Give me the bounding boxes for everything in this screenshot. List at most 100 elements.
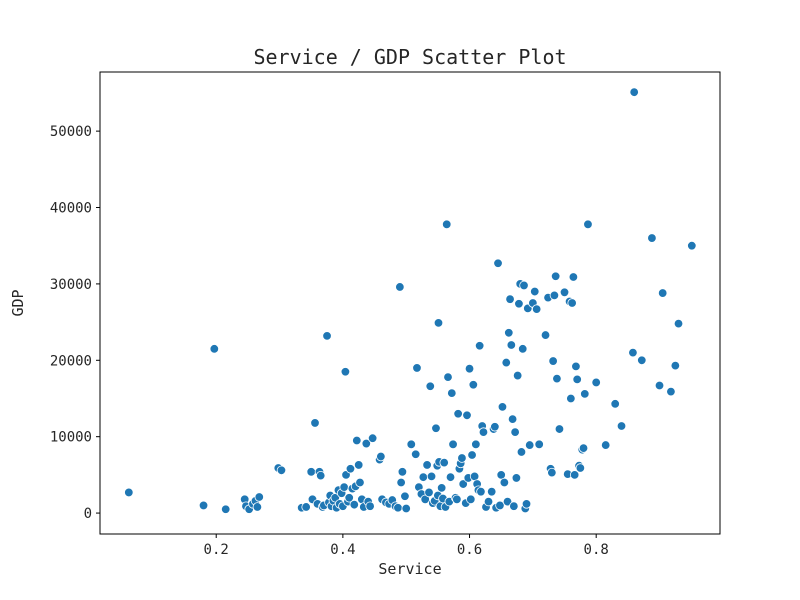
scatter-point: [578, 443, 589, 453]
scatter-point: [401, 503, 411, 514]
plot-frame: [99, 71, 721, 535]
scatter-point: [367, 433, 378, 443]
scatter-point: [467, 450, 477, 460]
scatter-point: [425, 381, 435, 391]
scatter-point: [550, 271, 561, 281]
y-tick-label: 0: [84, 506, 92, 522]
scatter-point: [629, 87, 639, 97]
scatter-point: [547, 467, 557, 478]
scatter-point: [504, 328, 514, 338]
scatter-point: [507, 414, 518, 424]
scatter-point: [418, 472, 428, 482]
scatter-point: [531, 304, 542, 314]
scatter-point: [647, 233, 657, 243]
scatter-point: [499, 477, 510, 488]
scatter-point: [571, 361, 581, 372]
x-tick-label: 0.6: [457, 542, 482, 558]
scatter-point: [365, 501, 375, 511]
scatter-point: [349, 499, 359, 510]
scatter-point: [569, 470, 580, 480]
scatter-point: [439, 457, 449, 468]
scatter-point: [316, 470, 326, 481]
scatter-point: [549, 290, 560, 301]
scatter-point: [354, 460, 364, 470]
y-axis: 0 10000 20000 30000 40000 50000: [50, 124, 100, 522]
scatter-point: [345, 464, 356, 474]
scatter-point: [474, 341, 485, 351]
scatter-point: [458, 479, 468, 489]
scatter-point: [445, 472, 456, 482]
scatter-point: [340, 367, 351, 377]
scatter-point: [583, 219, 593, 230]
scatter-point: [566, 393, 576, 404]
scatter-point: [505, 294, 515, 304]
scatter-point: [400, 491, 410, 501]
scatter-point: [209, 344, 220, 354]
scatter-point: [514, 299, 524, 309]
y-tick-label: 40000: [50, 201, 92, 217]
scatter-point: [424, 487, 434, 498]
scatter-point: [410, 449, 421, 459]
scatter-point: [559, 287, 570, 298]
scatter-point: [322, 331, 332, 341]
scatter-point: [468, 380, 479, 390]
scatter-point: [486, 486, 497, 497]
scatter-point: [521, 499, 532, 509]
scatter-point: [406, 439, 416, 450]
x-tick-label: 0.4: [330, 542, 355, 558]
scatter-point: [447, 388, 457, 398]
scatter-point: [476, 486, 486, 497]
scatter-point: [509, 501, 519, 511]
y-tick-label: 50000: [50, 124, 92, 140]
scatter-point: [654, 380, 665, 391]
scatter-point: [344, 493, 354, 503]
y-tick-label: 30000: [50, 277, 92, 293]
scatter-point: [453, 409, 463, 419]
scatter-point: [534, 439, 544, 450]
scatter-point: [493, 258, 503, 268]
scatter-point: [443, 372, 453, 382]
scatter-point: [540, 330, 551, 340]
scatter-point: [433, 318, 444, 328]
scatter-point: [610, 399, 620, 409]
scatter-point: [552, 373, 562, 384]
chart-title: Service / GDP Scatter Plot: [253, 45, 566, 69]
scatter-point: [466, 494, 476, 505]
scatter-point: [575, 463, 586, 473]
y-tick-label: 20000: [50, 353, 92, 369]
scatter-point: [355, 477, 365, 488]
scatter-point: [687, 241, 697, 251]
scatter-point: [548, 356, 558, 366]
scatter-point: [339, 482, 349, 492]
scatter-point: [422, 460, 432, 470]
scatter-point: [457, 453, 467, 463]
scatter-point: [511, 473, 522, 483]
x-axis: 0.2 0.4 0.6 0.8: [204, 534, 609, 558]
scatter-point: [426, 471, 437, 482]
scatter-point: [306, 467, 316, 477]
scatter-point: [510, 427, 520, 437]
scatter-point: [670, 360, 681, 371]
scatter-point: [580, 389, 590, 399]
scatter-point: [395, 282, 405, 292]
scatter-point: [352, 435, 362, 446]
scatter-point: [254, 492, 264, 502]
scatter-point: [376, 451, 386, 462]
scatter-point: [628, 347, 638, 358]
scatter-point: [436, 483, 447, 493]
scatter-point: [497, 402, 508, 412]
scatter-point: [495, 500, 505, 511]
scatter-point: [554, 424, 565, 434]
scatter-point: [666, 386, 676, 397]
scatter-point: [412, 363, 422, 373]
scatter-point: [502, 496, 513, 507]
scatter-point: [673, 318, 684, 329]
y-axis-label: GDP: [9, 289, 27, 316]
scatter-point: [483, 496, 494, 507]
scatter-point: [452, 494, 462, 505]
scatter-point: [462, 410, 472, 420]
scatter-point: [464, 363, 475, 374]
scatter-point: [276, 465, 287, 475]
scatter-point: [572, 374, 582, 385]
